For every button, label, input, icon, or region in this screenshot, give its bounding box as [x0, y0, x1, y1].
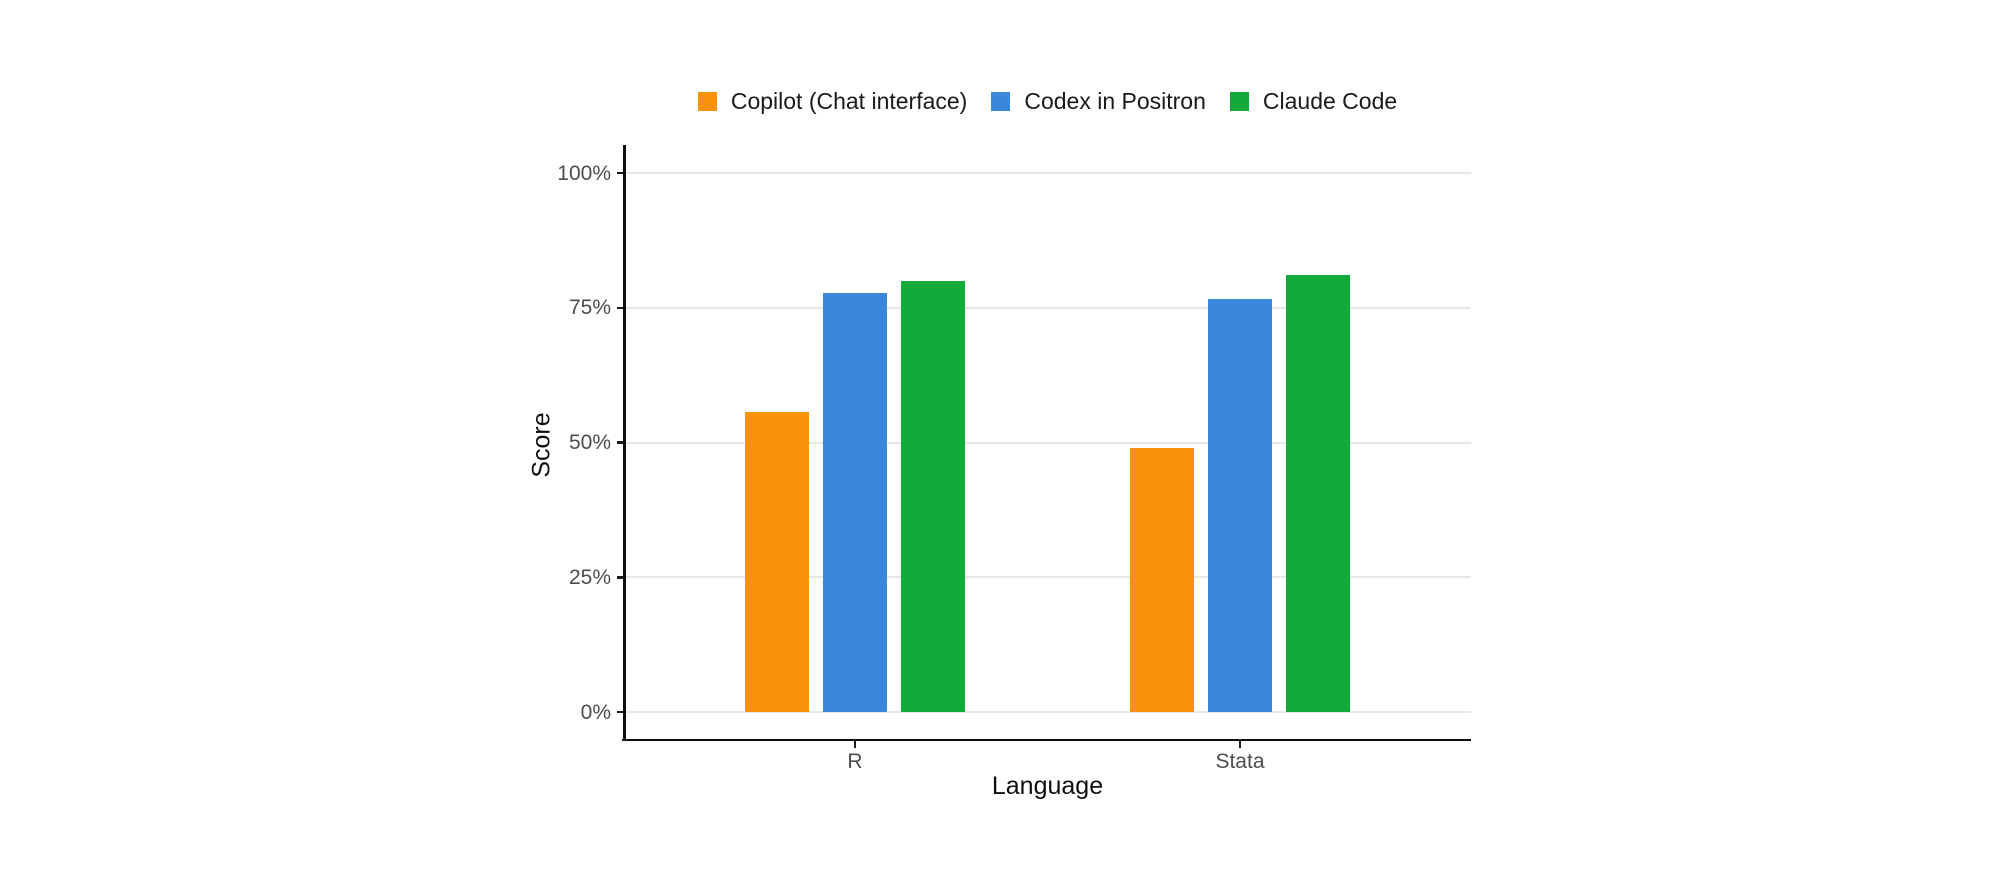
x-tick — [1238, 741, 1242, 748]
y-axis-title: Score — [527, 412, 556, 478]
y-tick-label: 25% — [568, 565, 611, 589]
legend-label: Codex in Positron — [1024, 87, 1206, 114]
y-tick — [617, 171, 624, 175]
legend-swatch-icon — [991, 91, 1011, 111]
y-tick — [617, 306, 624, 309]
legend-item-1: Codex in Positron — [991, 88, 1206, 115]
x-tick — [853, 741, 857, 748]
bar-stata-1 — [1208, 298, 1272, 712]
x-axis-line — [622, 738, 1471, 741]
x-tick-label: R — [847, 750, 863, 773]
y-tick — [617, 710, 624, 714]
y-tick-label: 75% — [568, 296, 611, 320]
y-tick-label: 0% — [580, 700, 611, 724]
legend-swatch-icon — [697, 91, 717, 111]
y-tick-label: 100% — [557, 161, 611, 185]
legend-item-0: Copilot (Chat interface) — [697, 87, 968, 115]
y-axis-line — [623, 145, 626, 741]
legend-label: Claude Code — [1262, 87, 1398, 114]
bar-r-1 — [823, 292, 887, 712]
legend-swatch-icon — [1229, 91, 1249, 111]
y-tick — [617, 576, 624, 579]
gridline-75% — [624, 306, 1471, 309]
legend-item-2: Claude Code — [1229, 87, 1398, 115]
x-axis-title: Language — [991, 772, 1104, 800]
legend-label: Copilot (Chat interface) — [730, 87, 968, 114]
gridline-25% — [624, 576, 1471, 579]
y-tick-label: 50% — [568, 431, 611, 454]
bar-stata-2 — [1286, 274, 1350, 712]
x-tick-label: Stata — [1215, 750, 1265, 773]
y-tick — [617, 441, 624, 444]
legend: Copilot (Chat interface) Codex in Positro… — [624, 87, 1471, 115]
gridline-100% — [624, 172, 1471, 174]
bar-r-0 — [745, 412, 809, 712]
gridline-0% — [624, 711, 1471, 713]
bar-stata-0 — [1130, 448, 1194, 712]
bar-r-2 — [901, 280, 965, 712]
gridline-50% — [624, 441, 1471, 444]
